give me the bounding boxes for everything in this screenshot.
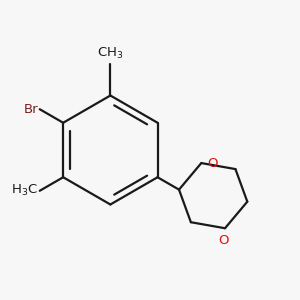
Text: O: O <box>218 234 229 247</box>
Text: Br: Br <box>23 103 38 116</box>
Text: O: O <box>207 157 218 169</box>
Text: H$_3$C: H$_3$C <box>11 183 38 198</box>
Text: CH$_3$: CH$_3$ <box>97 46 124 61</box>
